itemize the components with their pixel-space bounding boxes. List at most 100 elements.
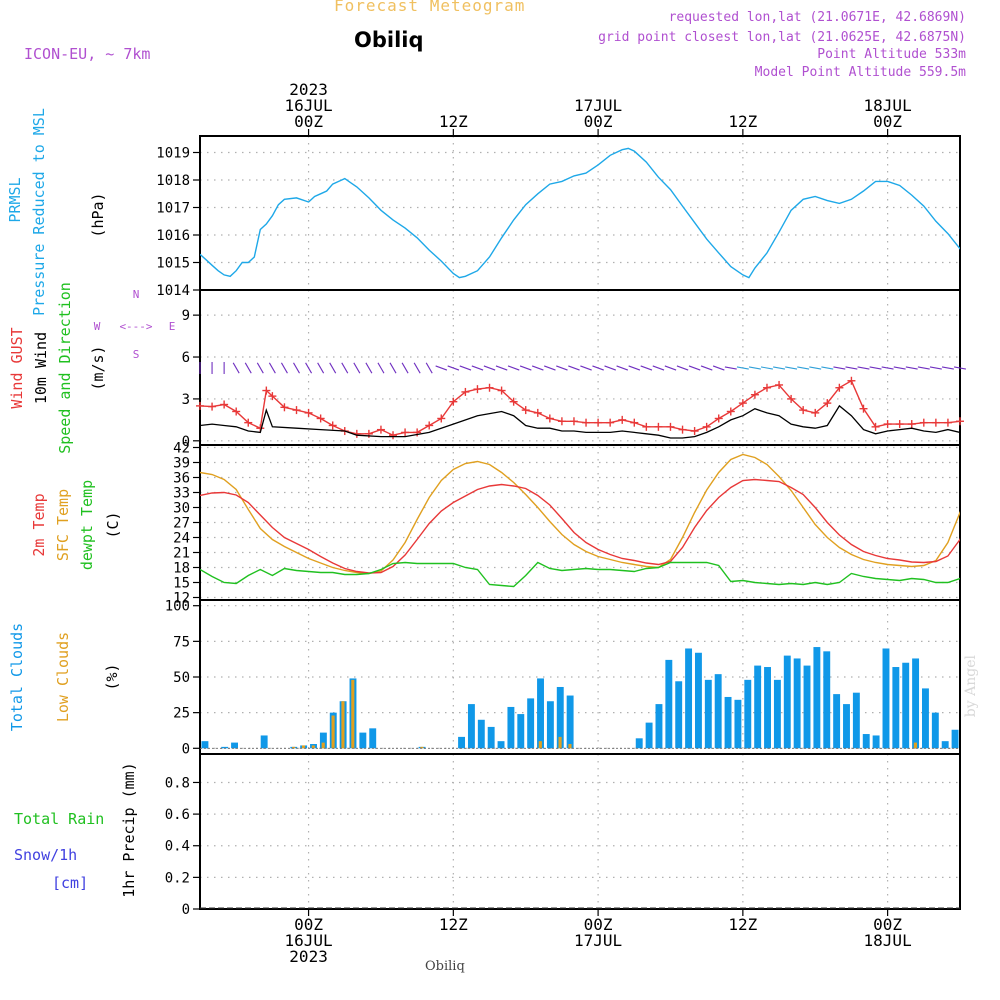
compass-north: N — [133, 288, 140, 301]
wind-direction-arrow — [941, 366, 954, 370]
wind-direction-arrow — [785, 366, 798, 370]
top-time-label: 18JUL — [864, 96, 912, 115]
clouds-label-unit: (%) — [103, 663, 121, 690]
wind-direction-arrow — [401, 362, 409, 374]
wind-direction-arrow — [377, 362, 385, 374]
y-tick-label-pressure: 1016 — [156, 228, 190, 244]
total-cloud-bar — [922, 688, 929, 749]
total-cloud-bar — [685, 648, 693, 749]
gridlines-pressure — [200, 136, 960, 290]
wind-direction-arrow — [413, 362, 421, 374]
wind-direction-arrow — [353, 362, 361, 374]
panel-frame-pressure — [199, 135, 961, 291]
y-tick-label-precipitation: 0.4 — [165, 839, 190, 855]
wind-direction-arrow — [845, 366, 858, 370]
wind-direction-arrow — [471, 365, 484, 371]
point-altitude: Point Altitude 533m — [817, 47, 966, 62]
model-point-altitude: Model Point Altitude 559.5m — [754, 65, 966, 80]
total-cloud-bar — [852, 692, 860, 749]
wind-direction-arrow — [821, 366, 834, 370]
top-time-label: 12Z — [439, 112, 468, 131]
y-tick-label-temperature: 12 — [173, 591, 190, 607]
total-cloud-bar — [912, 658, 920, 749]
y-tick-label-pressure: 1019 — [156, 146, 190, 162]
wind-direction-arrow — [881, 366, 894, 370]
wind-direction-arrow — [700, 365, 713, 371]
wind-direction-arrow — [232, 362, 240, 374]
wind-direction-arrow — [329, 362, 337, 374]
wind-direction-arrow — [640, 365, 653, 371]
wind-direction-arrow — [604, 365, 616, 371]
y-tick-label-wind: 6 — [182, 350, 190, 366]
chart-title: Forecast Meteogram — [334, 0, 526, 15]
grid-point-coordinates: grid point closest lon,lat (21.0625E, 42… — [598, 30, 966, 45]
wind-direction-arrow — [712, 365, 725, 371]
low-cloud-bar — [321, 742, 325, 749]
top-time-label: 2023 — [289, 80, 328, 99]
y-tick-label-temperature: 42 — [173, 441, 190, 457]
wind-label-10m: 10m Wind — [32, 332, 50, 404]
low-cloud-bar — [351, 679, 355, 749]
total-cloud-bar — [862, 734, 870, 749]
y-tick-label-clouds: 0 — [182, 741, 190, 757]
wind-direction-arrow — [365, 362, 373, 374]
bottom-time-label: 18JUL — [864, 931, 912, 950]
low-cloud-bar — [301, 745, 306, 749]
wind-direction-arrow — [688, 365, 701, 371]
top-time-label: 00Z — [294, 112, 323, 131]
wind-direction-arrow — [483, 365, 496, 371]
y-tick-label-wind: 3 — [182, 392, 190, 408]
total-cloud-bar — [369, 728, 377, 749]
wind-direction-arrow — [256, 362, 264, 374]
temp-2m-line — [200, 478, 960, 574]
total-cloud-bar — [872, 735, 880, 749]
precip-label-snow: Snow/1h — [14, 846, 77, 864]
wind-direction-row — [199, 362, 967, 374]
clouds-label-low: Low Clouds — [54, 632, 72, 722]
wind-direction-arrow — [293, 362, 300, 374]
wind-direction-arrow — [929, 366, 942, 370]
low-cloud-bar — [292, 746, 296, 749]
wind-direction-arrow — [280, 362, 288, 374]
compass-arrow: <---> — [119, 320, 152, 333]
total-cloud-bar — [931, 712, 939, 749]
low-cloud-bar — [558, 736, 562, 749]
low-cloud-bar — [331, 715, 335, 749]
total-cloud-bar — [704, 679, 712, 749]
total-cloud-bar — [556, 686, 564, 749]
precip-label-rain: Total Rain — [14, 810, 104, 828]
total-cloud-bar — [803, 665, 811, 749]
clouds-label-total: Total Clouds — [8, 623, 26, 731]
y-tick-label-wind: 0 — [182, 434, 190, 450]
gridlines-precipitation — [200, 754, 960, 909]
footer-station-label: Obiliq — [425, 959, 465, 974]
bottom-time-label: 16JUL — [284, 931, 332, 950]
bottom-time-label: 12Z — [728, 915, 757, 934]
wind-direction-arrow — [724, 366, 737, 370]
total-cloud-bar — [813, 647, 821, 749]
precip-label-unit: 1hr Precip (mm) — [120, 762, 138, 897]
wind-direction-arrow — [917, 366, 930, 370]
total-cloud-bar — [487, 726, 495, 749]
total-cloud-bar — [941, 741, 949, 749]
y-tick-label-temperature: 21 — [173, 546, 190, 562]
top-time-label: 00Z — [873, 112, 902, 131]
temp-label-sfc: SFC Temp — [54, 489, 72, 561]
total-cloud-bar — [882, 648, 890, 749]
wind-direction-arrow — [389, 362, 397, 374]
total-cloud-bar — [714, 674, 722, 749]
total-cloud-bar — [754, 665, 762, 749]
y-tick-label-temperature: 33 — [173, 486, 190, 502]
wind-direction-arrow — [580, 365, 592, 371]
wind-direction-arrow — [435, 365, 448, 371]
wind-direction-arrow — [809, 366, 822, 370]
bottom-time-label: 2023 — [289, 947, 328, 966]
pressure-label-prmsl: PRMSL — [6, 177, 24, 222]
temp-label-unit: (C) — [104, 511, 122, 538]
total-cloud-bar — [477, 719, 485, 749]
wind-direction-arrow — [833, 366, 846, 370]
low-cloud-bar — [913, 742, 917, 749]
wind-direction-arrow — [616, 365, 629, 371]
bottom-time-label: 00Z — [584, 915, 613, 934]
